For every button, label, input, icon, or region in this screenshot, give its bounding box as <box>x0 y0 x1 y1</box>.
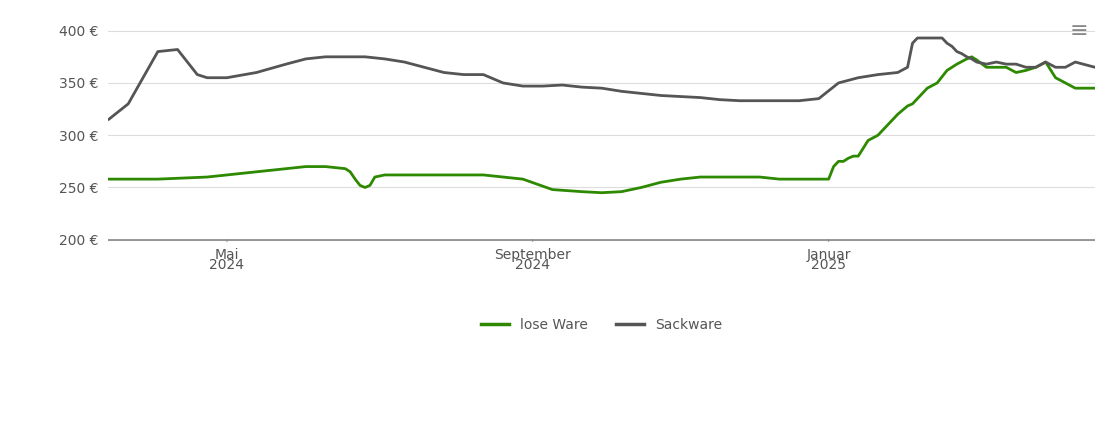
Text: Mai: Mai <box>214 248 239 262</box>
Text: 2025: 2025 <box>811 257 846 271</box>
Text: September: September <box>494 248 571 262</box>
Text: Januar: Januar <box>806 248 851 262</box>
Legend: lose Ware, Sackware: lose Ware, Sackware <box>476 312 727 337</box>
Text: ≡: ≡ <box>1069 21 1088 41</box>
Text: 2024: 2024 <box>210 257 244 271</box>
Text: 2024: 2024 <box>515 257 551 271</box>
